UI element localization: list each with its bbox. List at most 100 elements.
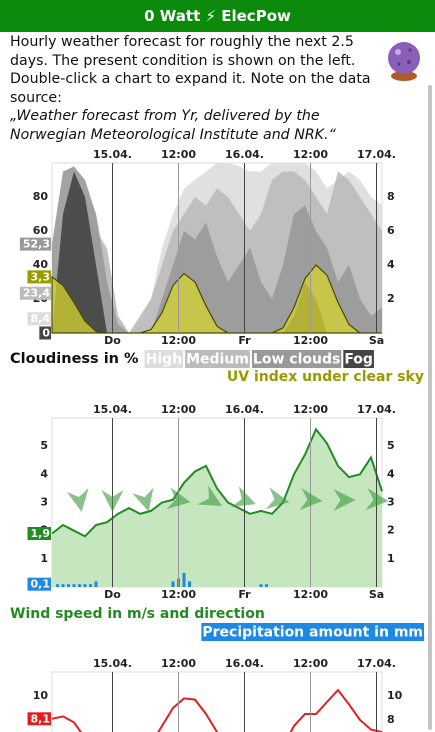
wind-arrow xyxy=(299,488,323,511)
scrollbar[interactable] xyxy=(428,85,432,730)
current-value-box xyxy=(39,326,51,340)
current-value-box xyxy=(27,712,51,726)
x-tick-label-top: 17.04. xyxy=(357,403,396,416)
precip-bar xyxy=(188,581,191,587)
x-tick-label-top: 16.04. xyxy=(225,148,264,161)
current-value-label: 8,1 xyxy=(31,712,51,725)
x-tick-label-top: 12:00 xyxy=(161,403,196,416)
precip-bar xyxy=(265,584,268,587)
x-tick-label: Sa xyxy=(369,588,384,601)
chart-title: Cloudiness in % xyxy=(10,351,139,367)
x-tick-label: Do xyxy=(104,588,121,601)
precip-bar xyxy=(83,584,87,587)
legend-box xyxy=(185,350,250,368)
y-tick-label: 10 xyxy=(33,689,49,702)
x-tick-label-top: 16.04. xyxy=(225,403,264,416)
app-header: 0 Watt ⚡ ElecPow xyxy=(0,0,435,32)
x-tick-label-top: 16.04. xyxy=(225,657,264,670)
y-tick-label: 60 xyxy=(33,224,49,237)
wind-arrow xyxy=(197,485,222,506)
series-line xyxy=(51,688,383,732)
x-tick-label: 12:00 xyxy=(161,334,196,347)
wind-arrow xyxy=(66,488,89,512)
legend-box xyxy=(251,350,342,368)
intro: Hourly weather forecast for roughly the … xyxy=(10,33,386,144)
y-tick-label-right: 3 xyxy=(387,496,395,509)
precip-bar xyxy=(78,584,81,587)
y-tick-label: 1 xyxy=(40,552,48,565)
x-tick-label: Sa xyxy=(369,334,384,347)
y-tick-label-right: 8 xyxy=(387,713,395,726)
y2-tick-label: 2 xyxy=(387,292,395,305)
y-tick-label: 80 xyxy=(33,190,49,203)
legend-box xyxy=(201,623,424,641)
legend-label: Precipitation amount in mm xyxy=(202,625,423,641)
crystal-ball-icon xyxy=(388,42,420,81)
y2-tick-label: 6 xyxy=(387,224,395,237)
current-value-box xyxy=(27,270,51,284)
intro-text: Hourly weather forecast for roughly the … xyxy=(10,34,371,106)
wind-arrow xyxy=(166,487,191,510)
legend-label: UV index under clear sky xyxy=(227,369,424,385)
current-value-box xyxy=(27,526,51,540)
current-value-label: 0 xyxy=(42,327,50,340)
current-value-label: 23,4 xyxy=(23,287,50,300)
precip-bar xyxy=(72,584,76,587)
current-value-label: 3,3 xyxy=(31,270,51,283)
cloud-area xyxy=(52,166,382,333)
y-tick-label: 3 xyxy=(40,496,48,509)
intro-source: „Weather forecast from Yr, delivered by … xyxy=(10,108,336,143)
x-tick-label-top: 15.04. xyxy=(93,148,132,161)
current-value-label: 0,1 xyxy=(31,578,51,591)
x-tick-label: Fr xyxy=(238,334,251,347)
y-tick-label-right: 1 xyxy=(387,552,395,565)
precip-bar xyxy=(61,584,65,587)
y-tick-label-right: 4 xyxy=(387,467,395,480)
chart: 15.04. 12:00 16.04. 12:00 17.04. Do 12:00 Fr 12:… xyxy=(10,148,424,385)
x-tick-label: Do xyxy=(104,334,121,347)
plot-area xyxy=(51,671,383,732)
series-fill xyxy=(52,429,382,587)
x-tick-label-top: 17.04. xyxy=(357,148,396,161)
wind-arrow xyxy=(231,486,256,507)
current-value-box xyxy=(27,312,51,326)
x-tick-label-top: 12:00 xyxy=(161,148,196,161)
current-value-label: 8,4 xyxy=(31,312,51,325)
precip-bar xyxy=(56,584,59,587)
y-tick-label-right: 10 xyxy=(387,689,403,702)
wind-arrow xyxy=(132,487,154,512)
precip-bar xyxy=(182,572,186,587)
legend-label: Medium xyxy=(186,352,249,368)
x-tick-label-top: 15.04. xyxy=(93,403,132,416)
x-tick-label: 12:00 xyxy=(293,588,328,601)
current-value-label: 1,9 xyxy=(31,527,51,540)
y-tick-label: 5 xyxy=(40,439,48,452)
y-tick-label: 40 xyxy=(33,258,49,271)
x-tick-label: 12:00 xyxy=(293,334,328,347)
x-tick-label-top: 12:00 xyxy=(293,403,328,416)
uv-area xyxy=(51,264,382,334)
x-tick-label-top: 17.04. xyxy=(357,657,396,670)
y-tick-label: 4 xyxy=(40,467,48,480)
x-tick-label-top: 12:00 xyxy=(293,148,328,161)
precip-bar xyxy=(67,584,70,587)
x-tick-label-top: 15.04. xyxy=(93,657,132,670)
legend-label: Fog xyxy=(344,352,373,368)
legend-label: Low clouds xyxy=(253,352,340,368)
x-tick-label: Fr xyxy=(238,588,251,601)
x-tick-label-top: 12:00 xyxy=(161,657,196,670)
x-tick-label-top: 12:00 xyxy=(293,657,328,670)
wind-arrow xyxy=(365,488,389,511)
precip-bar xyxy=(259,584,263,587)
legend-box xyxy=(343,350,374,368)
series-line xyxy=(51,427,383,538)
legend-box xyxy=(144,350,184,368)
wind-arrow xyxy=(333,489,356,511)
current-value-label: 52,3 xyxy=(23,238,50,251)
current-value-box xyxy=(19,237,51,251)
wind-arrow xyxy=(265,487,290,510)
y-tick-label-right: 5 xyxy=(387,439,395,452)
current-value-box xyxy=(19,286,51,300)
